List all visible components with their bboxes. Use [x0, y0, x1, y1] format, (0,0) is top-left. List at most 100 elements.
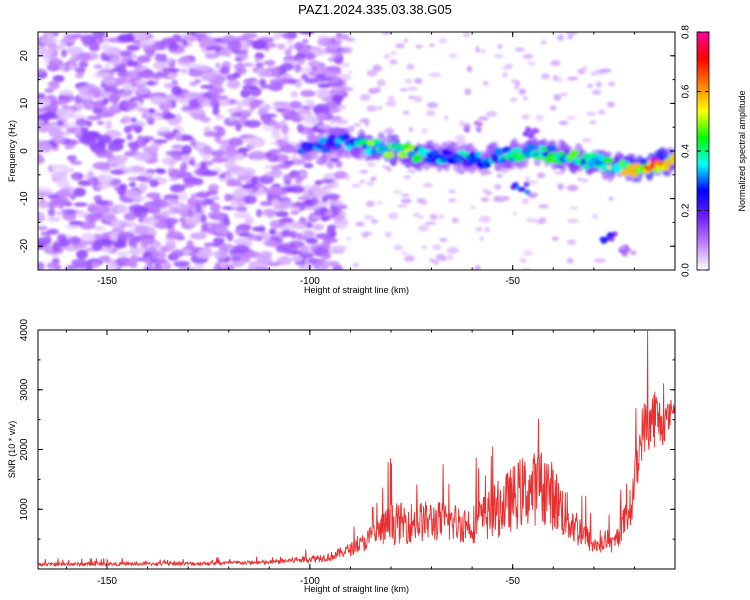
noise-blob — [201, 223, 209, 231]
noise-blob — [209, 98, 217, 107]
noise-blob — [294, 41, 305, 51]
noise-blob — [235, 170, 244, 177]
noise-blob — [136, 135, 144, 145]
noise-blob — [400, 251, 408, 255]
noise-blob — [164, 209, 175, 215]
colorbar-tick-label: 0.0 — [681, 263, 692, 277]
colorbar: 0.0 0.2 0.4 0.6 0.8 Normalized spectral ampli… — [681, 25, 747, 277]
x-axis-label: Height of straight line (km) — [304, 584, 409, 594]
noise-blob — [387, 96, 395, 100]
noise-blob — [102, 212, 117, 222]
noise-blob — [262, 208, 277, 217]
noise-blob — [92, 161, 111, 171]
noise-blob — [438, 37, 448, 44]
noise-blob — [224, 218, 231, 227]
noise-blob — [176, 97, 186, 103]
noise-blob — [226, 182, 244, 187]
noise-blob — [556, 78, 563, 83]
noise-blob — [186, 239, 194, 250]
noise-blob — [136, 107, 150, 112]
noise-blob — [142, 146, 159, 153]
noise-blob — [284, 48, 293, 57]
noise-blob — [83, 100, 95, 111]
noise-blob — [363, 231, 373, 236]
noise-blob — [536, 172, 546, 179]
noise-blob — [158, 199, 168, 204]
noise-blob — [274, 122, 282, 130]
ridge-blob — [475, 151, 482, 158]
noise-blob — [61, 208, 77, 215]
noise-blob — [211, 149, 226, 158]
noise-blob — [48, 45, 55, 56]
noise-blob — [150, 95, 165, 105]
noise-blob — [146, 80, 154, 86]
noise-blob — [124, 222, 132, 227]
noise-blob — [252, 226, 266, 232]
noise-blob — [479, 236, 484, 241]
feature-blob — [510, 184, 517, 190]
noise-blob — [300, 113, 310, 118]
noise-blob — [121, 115, 132, 124]
colorbar-tick-label: 0.6 — [681, 84, 692, 98]
noise-blob — [240, 114, 248, 120]
noise-blob — [98, 255, 110, 262]
noise-blob — [335, 160, 343, 168]
noise-blob — [417, 215, 424, 219]
feature-blob — [523, 181, 530, 187]
noise-blob — [186, 92, 201, 98]
noise-blob — [371, 219, 378, 225]
noise-blob — [593, 258, 606, 263]
noise-blob — [271, 164, 280, 171]
noise-blob — [581, 138, 593, 143]
noise-blob — [290, 206, 301, 212]
noise-blob — [97, 120, 105, 126]
noise-blob — [303, 262, 314, 270]
noise-blob — [38, 225, 48, 231]
noise-blob — [257, 266, 265, 270]
noise-blob — [586, 111, 597, 116]
noise-blob — [148, 207, 159, 215]
noise-blob — [180, 68, 188, 74]
noise-blob — [353, 123, 362, 127]
noise-blob — [316, 65, 328, 74]
noise-blob — [377, 106, 383, 110]
x-tick-label: -150 — [97, 576, 117, 587]
noise-blob — [242, 85, 258, 90]
noise-blob — [210, 95, 229, 100]
noise-blob — [118, 183, 128, 191]
noise-blob — [38, 141, 48, 150]
noise-blob — [146, 192, 161, 199]
noise-blob — [146, 246, 157, 253]
noise-blob — [393, 244, 403, 251]
noise-blob — [76, 249, 89, 260]
noise-blob — [567, 35, 574, 40]
noise-blob — [224, 193, 232, 202]
noise-blob — [316, 112, 326, 122]
noise-blob — [165, 150, 183, 157]
noise-blob — [524, 176, 531, 182]
noise-blob — [400, 198, 412, 204]
noise-blob — [126, 70, 139, 79]
noise-blob — [538, 217, 547, 224]
noise-blob — [68, 236, 81, 245]
noise-blob — [164, 101, 172, 111]
noise-blob — [77, 86, 86, 95]
noise-blob — [93, 72, 112, 78]
noise-blob — [111, 67, 127, 73]
ridge-blob — [364, 147, 373, 156]
noise-blob — [182, 182, 195, 188]
noise-blob — [426, 110, 436, 117]
noise-blob — [70, 160, 83, 165]
noise-blob — [299, 171, 308, 178]
noise-blob — [95, 111, 114, 118]
noise-blob — [281, 229, 292, 238]
noise-blob — [121, 81, 133, 92]
noise-blob — [293, 63, 302, 73]
noise-blob — [376, 201, 383, 205]
noise-blob — [78, 61, 89, 68]
noise-blob — [324, 193, 341, 200]
noise-blob — [38, 261, 45, 270]
noise-blob — [64, 224, 79, 229]
noise-blob — [500, 169, 509, 173]
